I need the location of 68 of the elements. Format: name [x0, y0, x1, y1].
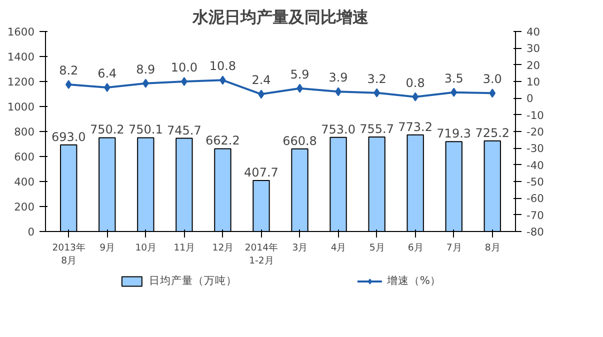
x-tick-label: 2013年 8月	[52, 242, 85, 267]
data-label: 0.8	[406, 76, 425, 90]
y2-tick-label: -20	[526, 126, 544, 138]
data-label: 3.0	[482, 72, 502, 86]
y2-tick-label: -80	[526, 226, 544, 238]
y-tick-label: 200	[14, 200, 35, 214]
point	[142, 78, 149, 88]
point	[412, 92, 419, 102]
x-tick-label: 11月	[174, 242, 195, 254]
data-label: 660.8	[282, 134, 317, 148]
data-label: 662.2	[206, 134, 240, 148]
point	[65, 80, 72, 89]
y-tick-label: 1200	[7, 76, 35, 88]
y2-tick-label: 10	[526, 76, 540, 88]
y2-tick-label: 20	[526, 58, 540, 72]
y-tick-label: 1400	[7, 50, 35, 64]
chart-title: 水泥日均产量及同比增速	[192, 8, 370, 26]
data-label: 8.2	[59, 64, 78, 78]
legend-label: 增速（%）	[386, 274, 442, 288]
point	[450, 88, 458, 97]
legend-label: 日均产量（万吨）	[148, 274, 237, 288]
y-tick-label: 0	[28, 226, 35, 238]
x-tick-label: 8月	[484, 242, 500, 254]
data-label: 3.2	[367, 72, 386, 86]
data-label: 773.2	[398, 120, 433, 134]
x-tick-label: 4月	[330, 242, 346, 254]
y-tick-label: 800	[14, 126, 35, 138]
data-label: 745.7	[167, 123, 202, 138]
x-tick-label: 3月	[292, 242, 308, 254]
point	[104, 83, 110, 92]
data-label: 407.7	[244, 166, 278, 180]
y2-tick-label: -50	[526, 176, 544, 188]
data-label: 6.4	[98, 66, 117, 80]
x-tick-label: 10月	[135, 242, 156, 254]
y-tick-label: 1600	[7, 26, 35, 38]
data-label: 753.0	[321, 122, 356, 136]
y2-tick-label: -60	[526, 192, 544, 206]
data-label: 10.0	[170, 60, 198, 74]
y2-tick-label: -30	[526, 142, 544, 156]
point	[181, 77, 188, 86]
data-label: 3.5	[444, 71, 464, 86]
data-label: 725.2	[475, 126, 510, 140]
y-tick-label: 600	[14, 150, 35, 164]
data-label: 8.9	[136, 62, 156, 76]
y2-tick-label: -10	[526, 108, 544, 122]
x-tick-label: 2014年 1-2月	[244, 242, 278, 267]
y2-tick-label: 0	[526, 92, 534, 106]
data-label: 2.4	[252, 73, 271, 88]
x-tick-label: 9月	[100, 242, 115, 254]
y2-tick-label: 40	[526, 26, 540, 38]
y-tick-label: 1000	[7, 100, 35, 114]
x-tick-label: 7月	[446, 242, 462, 254]
data-label: 10.8	[209, 59, 236, 74]
data-label: 750.1	[128, 122, 163, 137]
data-label: 693.0	[51, 130, 86, 144]
y2-tick-label: -70	[526, 208, 544, 222]
point	[489, 88, 496, 98]
y2-tick-label: 30	[526, 42, 540, 56]
data-label: 3.9	[328, 70, 348, 85]
x-tick-label: 12月	[212, 242, 234, 254]
x-tick-label: 6月	[408, 242, 423, 254]
data-label: 5.9	[290, 67, 310, 82]
data-label: 755.7	[360, 122, 394, 136]
data-label: 750.2	[90, 122, 124, 137]
y-tick-label: 400	[14, 176, 35, 188]
x-tick-label: 5月	[369, 242, 384, 254]
y2-tick-label: -40	[526, 158, 544, 172]
data-label: 719.3	[436, 126, 472, 141]
